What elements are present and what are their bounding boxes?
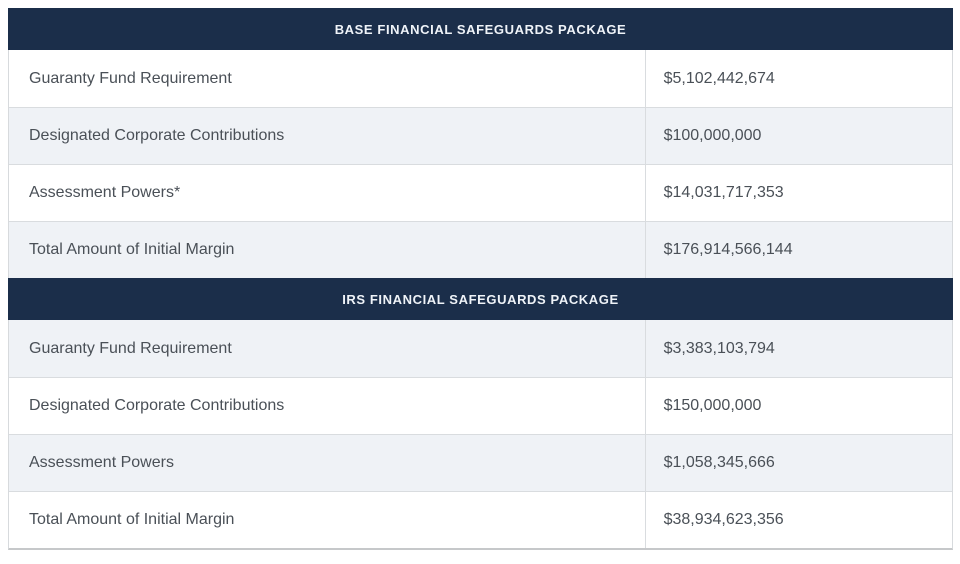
row-value: $176,914,566,144 [644, 222, 952, 278]
row-label: Designated Corporate Contributions [29, 397, 285, 414]
row-value: $14,031,717,353 [644, 165, 952, 221]
table-row: Designated Corporate Contributions $100,… [9, 107, 952, 164]
row-value: $5,102,442,674 [644, 50, 952, 107]
row-value: $38,934,623,356 [644, 492, 952, 548]
row-value: $100,000,000 [644, 108, 952, 164]
table-row: Assessment Powers* $14,031,717,353 [9, 164, 952, 221]
row-label: Designated Corporate Contributions [29, 127, 285, 144]
row-label: Assessment Powers [29, 454, 174, 471]
table-row: Guaranty Fund Requirement $3,383,103,794 [9, 320, 952, 377]
table-row: Assessment Powers $1,058,345,666 [9, 434, 952, 491]
row-label: Assessment Powers* [29, 184, 181, 201]
row-value: $3,383,103,794 [644, 320, 952, 377]
table-row: Guaranty Fund Requirement $5,102,442,674 [9, 50, 952, 107]
row-label: Guaranty Fund Requirement [29, 339, 232, 357]
section-header-base-title: BASE FINANCIAL SAFEGUARDS PACKAGE [334, 21, 627, 37]
row-value: $1,058,345,666 [644, 435, 952, 491]
row-label: Total Amount of Initial Margin [29, 241, 235, 258]
table-row: Total Amount of Initial Margin $176,914,… [9, 221, 952, 278]
financial-safeguards-table: BASE FINANCIAL SAFEGUARDS PACKAGE Guaran… [8, 8, 953, 550]
row-label: Guaranty Fund Requirement [29, 69, 232, 87]
table-row: Total Amount of Initial Margin $38,934,6… [9, 491, 952, 548]
row-value: $150,000,000 [644, 378, 952, 434]
section-header-irs-title: IRS FINANCIAL SAFEGUARDS PACKAGE [342, 291, 619, 307]
table-row: Designated Corporate Contributions $150,… [9, 377, 952, 434]
section-header-base: BASE FINANCIAL SAFEGUARDS PACKAGE [8, 8, 953, 50]
section-header-irs: IRS FINANCIAL SAFEGUARDS PACKAGE [8, 278, 953, 320]
row-label: Total Amount of Initial Margin [29, 511, 235, 528]
